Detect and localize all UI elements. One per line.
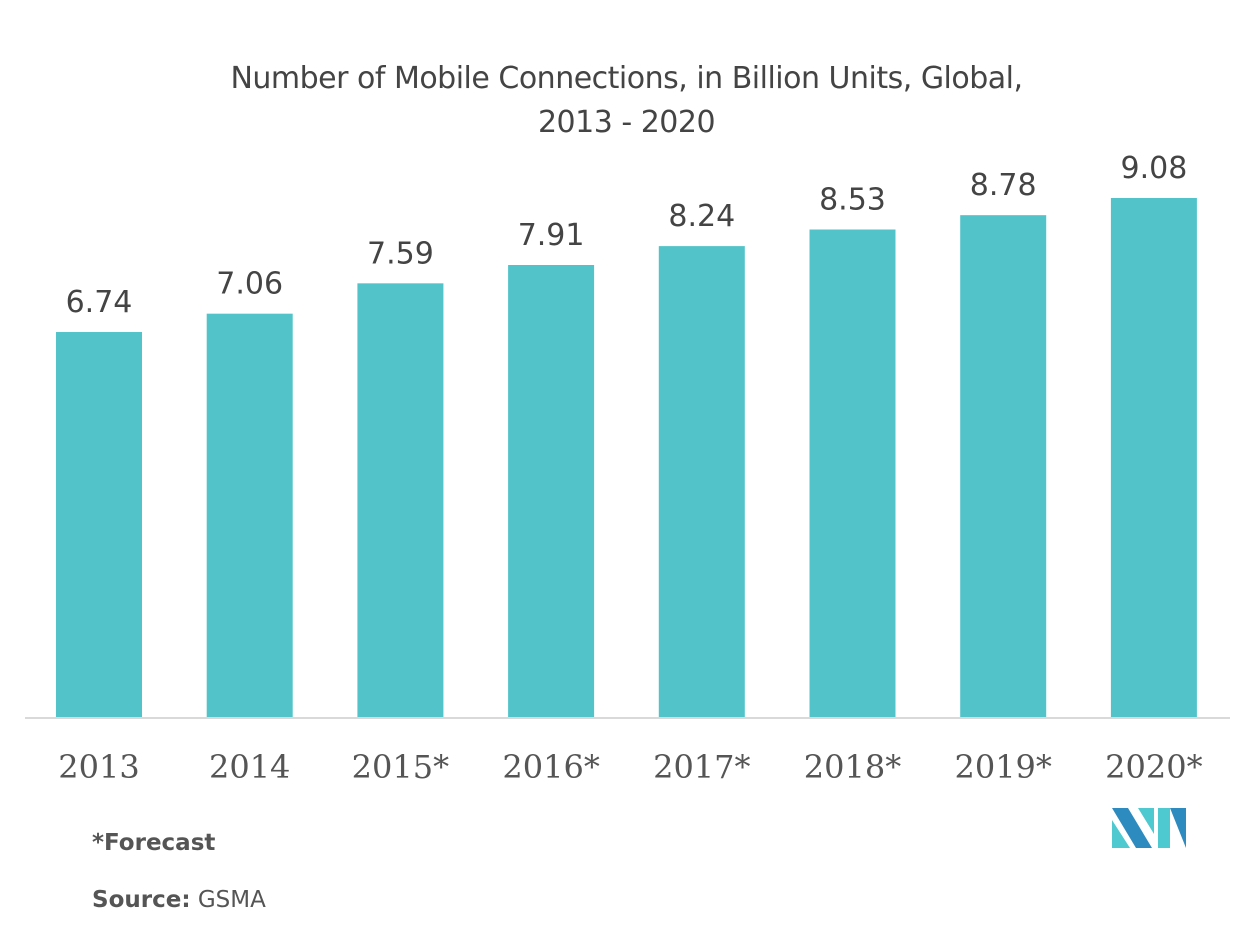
logo-shape-5 — [1170, 808, 1186, 848]
x-tick-label: 2014 — [209, 748, 290, 786]
value-label: 7.91 — [518, 218, 585, 253]
bar-2014 — [206, 313, 293, 718]
logo-shape-2 — [1112, 820, 1130, 848]
logo-shape-3 — [1138, 808, 1154, 834]
x-tick-label: 2018* — [804, 748, 901, 786]
forecast-note: *Forecast — [92, 830, 216, 856]
x-tick-label: 2015* — [352, 748, 449, 786]
x-tick-label: 2020* — [1105, 748, 1202, 786]
logo-shape-1 — [1112, 808, 1152, 848]
bar-2018 — [809, 229, 896, 718]
bar-2013 — [56, 332, 142, 718]
source-note: Source: GSMA — [92, 887, 266, 913]
value-label: 9.08 — [1121, 151, 1188, 186]
bar-2019 — [960, 215, 1047, 719]
x-tick-label: 2019* — [954, 748, 1051, 786]
bar-2017 — [658, 246, 745, 719]
value-label: 8.24 — [668, 199, 735, 234]
logo-shape-4 — [1158, 808, 1170, 848]
value-label: 8.53 — [819, 182, 886, 217]
value-label: 6.74 — [66, 285, 133, 320]
chart-subtitle: 2013 - 2020 — [537, 105, 716, 140]
x-tick-label: 2017* — [653, 748, 750, 786]
bar-2020 — [1110, 198, 1197, 718]
value-label: 7.59 — [367, 236, 434, 271]
value-label: 7.06 — [216, 267, 283, 302]
company-logo — [1112, 808, 1186, 848]
bar-2016 — [508, 265, 595, 718]
chart-title: Number of Mobile Connections, in Billion… — [230, 61, 1023, 96]
value-label: 8.78 — [970, 168, 1037, 203]
source-value: GSMA — [197, 887, 266, 913]
x-tick-label: 2013 — [58, 748, 139, 786]
source-label: Source: — [92, 887, 191, 913]
bar-chart: 6.74 7.06 7.59 7.91 8.24 8.53 8.78 9.08 2013 201… — [25, 151, 1230, 786]
bar-2015 — [357, 283, 444, 718]
x-tick-label: 2016* — [502, 748, 599, 786]
